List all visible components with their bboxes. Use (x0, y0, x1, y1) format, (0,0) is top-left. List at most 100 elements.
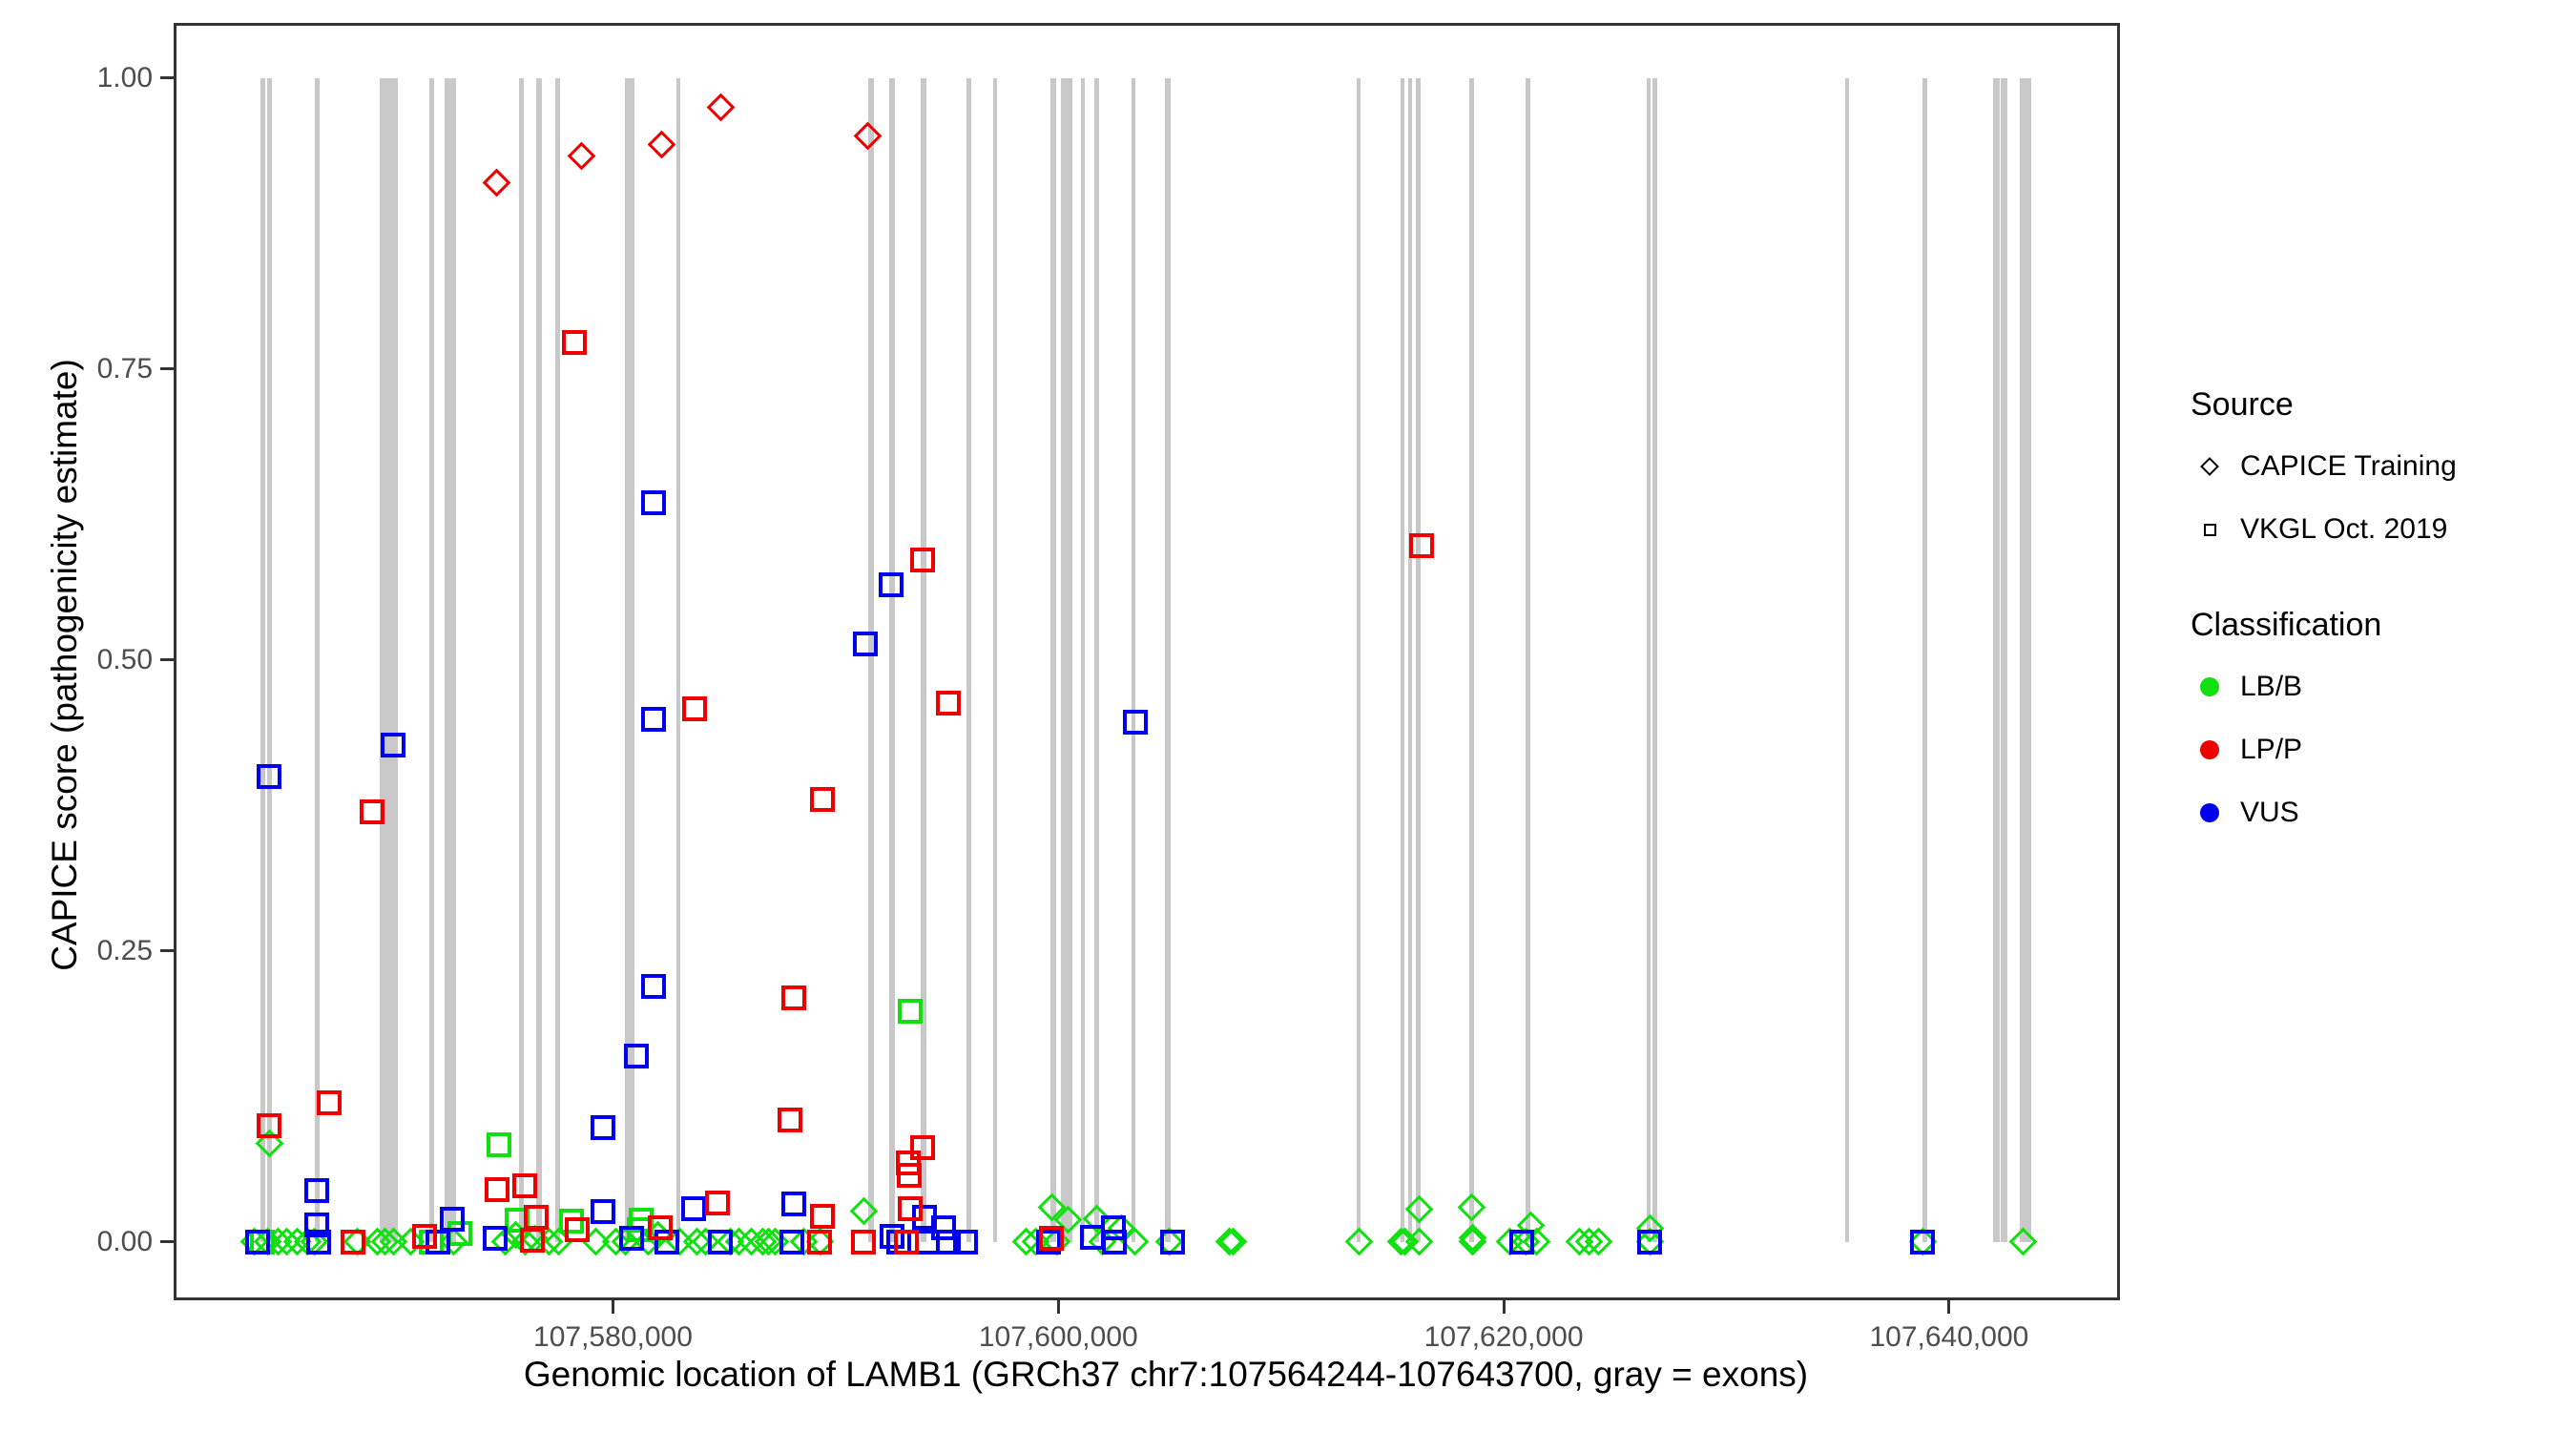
legend-source-group: Source CAPICE Training VKGL Oct. 2019 (2191, 386, 2576, 546)
exon-bar (1061, 77, 1072, 1242)
data-point-square (781, 1191, 806, 1216)
exon-bar (1408, 77, 1413, 1242)
exon-bar (267, 77, 272, 1242)
data-point-square (512, 1173, 538, 1199)
data-point-square (412, 1223, 438, 1249)
data-point-square (654, 1229, 680, 1255)
color-dot-glyph (2200, 803, 2219, 822)
diamond-icon (2191, 457, 2229, 476)
exon-bar (2020, 77, 2032, 1242)
exon-bar (1049, 77, 1057, 1242)
data-point-square (879, 571, 904, 597)
data-point-square (807, 1229, 833, 1255)
data-point-square (707, 1229, 733, 1255)
x-tick-label: 107,640,000 (1869, 1321, 2029, 1353)
data-point-square (895, 1151, 921, 1176)
legend-item-label: LB/B (2240, 671, 2303, 702)
exon-bar (428, 77, 435, 1242)
exon-bar (1165, 77, 1172, 1242)
data-point-square (559, 1209, 585, 1234)
legend: Source CAPICE Training VKGL Oct. 2019 Cla… (2191, 386, 2576, 860)
y-tick-label: 0.25 (96, 934, 153, 966)
data-point-square (898, 1195, 924, 1221)
data-point-square (439, 1206, 465, 1232)
exon-bar (518, 77, 525, 1242)
color-dot-icon (2191, 803, 2229, 822)
legend-source-title: Source (2191, 386, 2294, 423)
y-tick-mark (160, 1240, 174, 1244)
data-point-square (381, 733, 406, 758)
x-axis-title: Genomic location of LAMB1 (GRCh37 chr7:1… (523, 1355, 1809, 1394)
data-point-square (852, 631, 878, 656)
exon-bar (625, 77, 635, 1242)
data-point-square (680, 1195, 706, 1221)
data-point-square (1160, 1229, 1186, 1255)
square-icon (2191, 523, 2229, 536)
data-point-square (523, 1205, 549, 1231)
exon-bar (1469, 77, 1475, 1242)
data-point-square (640, 973, 666, 999)
legend-item-source: CAPICE Training (2191, 450, 2576, 483)
data-point-square (640, 707, 666, 733)
y-tick-label: 0.75 (96, 352, 153, 384)
legend-item-classification: LP/P (2191, 734, 2576, 766)
data-point-square (304, 1212, 330, 1237)
data-point-square (1509, 1229, 1535, 1255)
x-tick-mark (1056, 1300, 1060, 1314)
exon-bar (1416, 77, 1422, 1242)
legend-item-label: LP/P (2240, 734, 2303, 765)
data-point-square (648, 1215, 674, 1241)
exon-bar (921, 77, 926, 1242)
y-tick-mark (160, 76, 174, 80)
data-point-square (1039, 1226, 1065, 1252)
exon-bar (1845, 77, 1850, 1242)
data-point-square (705, 1190, 731, 1215)
legend-item-classification: LB/B (2191, 671, 2576, 703)
exon-bar (1647, 77, 1652, 1242)
exon-bar (1526, 77, 1531, 1242)
data-point-square (1101, 1215, 1127, 1241)
data-point-square (810, 787, 836, 813)
data-point-square (781, 985, 806, 1010)
data-point-square (640, 490, 666, 516)
data-point-square (257, 763, 282, 789)
x-tick-label: 107,600,000 (978, 1321, 1138, 1353)
data-point-square (244, 1229, 270, 1255)
data-point-square (1408, 533, 1434, 559)
data-point-square (619, 1226, 645, 1252)
diamond-glyph (2200, 457, 2219, 476)
data-point-square (931, 1215, 957, 1241)
data-point-square (953, 1229, 979, 1255)
data-point-square (359, 798, 384, 824)
y-tick-mark (160, 949, 174, 953)
x-tick-mark (1947, 1300, 1951, 1314)
data-point-square (909, 548, 935, 573)
x-tick-label: 107,620,000 (1423, 1321, 1584, 1353)
data-point-square (484, 1177, 509, 1203)
data-point-square (317, 1089, 343, 1115)
data-point-square (590, 1115, 615, 1141)
data-point-square (894, 1229, 920, 1255)
data-point-square (590, 1199, 615, 1225)
data-point-square (778, 1107, 803, 1132)
y-tick-label: 1.00 (96, 61, 153, 93)
exon-bar (1132, 77, 1136, 1242)
data-point-square (486, 1131, 511, 1157)
data-point-square (304, 1178, 330, 1204)
data-point-square (483, 1226, 508, 1252)
data-point-square (851, 1229, 877, 1255)
exon-bar (260, 77, 265, 1242)
exon-bar (555, 77, 561, 1242)
data-point-square (505, 1207, 530, 1233)
data-point-square (341, 1229, 366, 1255)
color-dot-glyph (2200, 740, 2219, 759)
data-point-square (1102, 1229, 1128, 1255)
legend-item-label: CAPICE Training (2240, 450, 2457, 482)
data-point-square (519, 1227, 545, 1253)
legend-item-label: VKGL Oct. 2019 (2240, 513, 2448, 545)
exon-bar (1081, 77, 1086, 1242)
exon-bar (992, 77, 997, 1242)
exon-bar (445, 77, 457, 1242)
exon-bar (1401, 77, 1405, 1242)
